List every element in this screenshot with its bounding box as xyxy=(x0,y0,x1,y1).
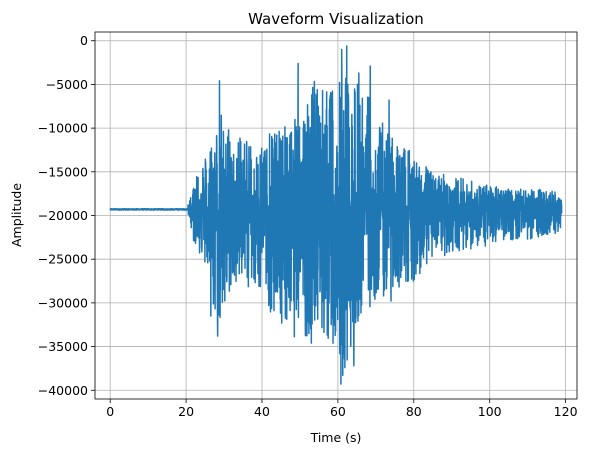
y-tick-label: −10000 xyxy=(38,121,88,136)
waveform-line xyxy=(109,45,563,385)
x-tick-label: 100 xyxy=(478,404,502,419)
y-tick-label: −25000 xyxy=(38,252,88,267)
y-tick-label: −35000 xyxy=(38,339,88,354)
x-axis-label: Time (s) xyxy=(310,430,362,445)
y-tick-label: −20000 xyxy=(38,208,88,223)
y-axis-label: Amplitude xyxy=(9,183,24,247)
x-tick-label: 80 xyxy=(406,404,422,419)
x-tick-label: 20 xyxy=(178,404,194,419)
x-axis-ticks: 0 20 40 60 80 100 120 xyxy=(106,399,578,419)
y-tick-label: 0 xyxy=(80,33,88,48)
x-tick-label: 60 xyxy=(330,404,346,419)
y-tick-label: −30000 xyxy=(38,295,88,310)
chart-title: Waveform Visualization xyxy=(248,10,424,28)
x-tick-label: 120 xyxy=(554,404,578,419)
waveform-series xyxy=(109,45,563,385)
x-tick-label: 40 xyxy=(254,404,270,419)
y-tick-label: −15000 xyxy=(38,164,88,179)
y-tick-label: −40000 xyxy=(38,383,88,398)
x-tick-label: 0 xyxy=(106,404,114,419)
y-tick-label: −5000 xyxy=(46,77,88,92)
y-axis-ticks: 0 −5000 −10000 −15000 −20000 −25000 −30000 −350… xyxy=(38,33,95,398)
